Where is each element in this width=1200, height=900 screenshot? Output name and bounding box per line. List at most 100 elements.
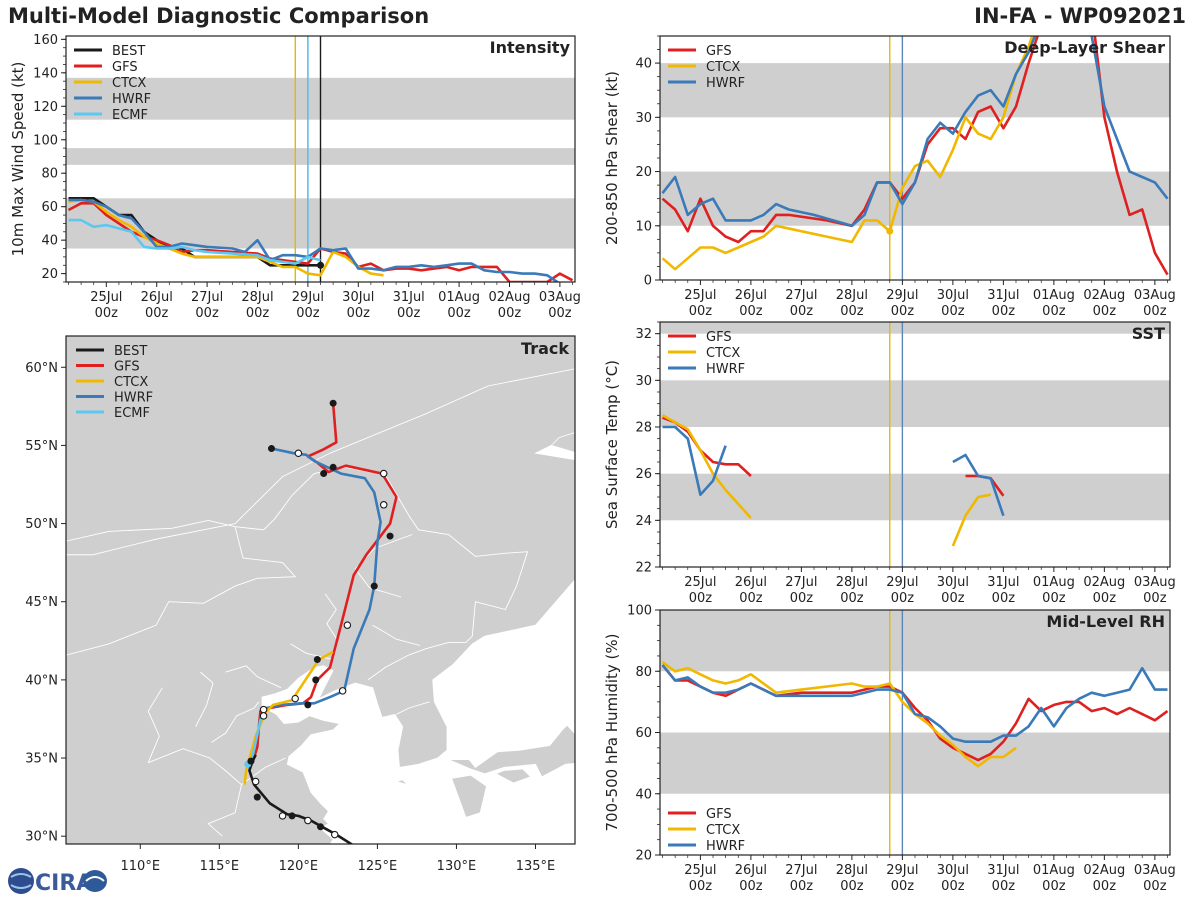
shading-band [660,610,1170,672]
legend-label-ctcx: CTCX [706,823,740,838]
x-tick-hour: 00z [246,306,270,321]
lat-tick-label: 30°N [25,830,58,845]
track-line-best [248,754,354,844]
series-line-ecmf [68,218,321,265]
x-tick-date: 01Aug [1033,863,1075,878]
x-tick-hour: 00z [95,306,119,321]
legend-label-hwrf: HWRF [114,391,153,406]
x-tick-date: 26Jul [735,575,767,590]
x-tick-date: 26Jul [735,863,767,878]
series-line-hwrf [661,36,1169,228]
x-tick-date: 31Jul [393,290,425,305]
x-tick-date: 27Jul [191,290,223,305]
x-tick-hour: 00z [790,591,814,606]
track-point-gfs [386,532,394,540]
x-tick-date: 29Jul [886,575,918,590]
x-tick-date: 02Aug [489,290,531,305]
track-point-best [317,823,324,831]
x-tick-date: 31Jul [987,863,1019,878]
x-tick-date: 25Jul [90,290,122,305]
y-tick-label: 60 [41,200,58,215]
island [448,724,575,778]
lon-tick-label: 125°E [358,859,398,874]
legend-label-best: BEST [112,44,145,59]
track-point-open-best [278,812,287,820]
x-tick-hour: 00z [498,306,522,321]
x-tick-hour: 00z [548,306,572,321]
y-tick-label: 40 [635,57,652,72]
x-tick-hour: 00z [689,304,713,319]
series-line-gfs [661,36,1169,276]
x-tick-date: 30Jul [342,290,374,305]
series-line-ctcx [68,198,384,277]
lat-tick-label: 35°N [25,752,58,767]
y-tick-label: 20 [635,849,652,864]
lat-tick-label: 55°N [25,439,58,454]
x-tick-hour: 00z [447,306,471,321]
legend-label-gfs: GFS [112,60,138,75]
x-tick-hour: 00z [790,304,814,319]
satellite-emblem-icon [83,870,107,892]
x-tick-hour: 00z [397,306,421,321]
x-tick-hour: 00z [1042,879,1066,894]
y-tick-label: 120 [33,100,58,115]
track-map: 110°E 115°E 120°E 125°E 130°E 135°E 30°N 35°N 40… [25,335,576,874]
x-tick-date: 29Jul [292,290,324,305]
boundary-line [396,701,430,715]
shading-band [660,322,1170,334]
boundary-line [211,701,260,743]
x-tick-date: 29Jul [886,863,918,878]
x-tick-hour: 00z [1042,304,1066,319]
boundary-line [367,641,466,681]
x-tick-date: 28Jul [836,575,868,590]
x-tick-hour: 00z [992,304,1016,319]
panel-title: Deep-Layer Shear [1004,38,1165,57]
lon-tick-label: 135°E [516,859,556,874]
series-line-hwrf [68,198,560,282]
cira-logo: CIRA [8,868,107,896]
y-axis-label: 200-850 hPa Shear (kt) [603,71,621,245]
x-tick-date: 03Aug [1134,288,1176,303]
x-tick-hour: 00z [840,591,864,606]
legend-label-ctcx: CTCX [112,76,146,91]
x-tick-hour: 00z [195,306,219,321]
storm-name: IN-FA - WP092021 [974,4,1186,28]
x-tick-hour: 00z [941,304,965,319]
legend-label-gfs: GFS [706,44,732,59]
legend-label-ecmf: ECMF [112,108,148,123]
x-tick-date: 31Jul [987,575,1019,590]
x-tick-hour: 00z [1143,591,1167,606]
x-tick-hour: 00z [941,879,965,894]
x-tick-date: 03Aug [1134,863,1176,878]
legend-label-hwrf: HWRF [706,839,745,854]
y-axis-label: 10m Max Wind Speed (kt) [9,62,27,257]
boundary-line [147,687,163,763]
island [495,768,532,784]
track-point-gfs [312,676,320,684]
boundary-line [195,671,214,728]
y-tick-label: 100 [627,604,652,619]
y-tick-label: 32 [635,327,652,342]
y-tick-label: 80 [635,665,652,680]
track-point-hwrf [267,445,275,453]
track-point-best [247,757,255,765]
panel-title: Track [521,339,569,358]
y-tick-label: 10 [635,219,652,234]
x-tick-hour: 00z [739,304,763,319]
y-tick-label: 20 [41,267,58,282]
x-tick-hour: 00z [891,879,915,894]
track-point-open-ctcx [291,694,299,703]
track-point-gfs [329,463,337,471]
lon-tick-label: 120°E [279,859,319,874]
x-tick-hour: 00z [992,879,1016,894]
boundary-line [241,757,286,785]
y-tick-label: 24 [635,514,652,529]
x-tick-date: 29Jul [886,288,918,303]
track-point-gfs [329,399,337,407]
y-tick-label: 28 [635,421,652,436]
shading-band [660,732,1170,794]
track-point-hwrf [370,582,378,590]
y-tick-label: 0 [644,274,652,289]
series-line-ctcx [661,414,752,519]
x-tick-hour: 00z [1093,879,1117,894]
